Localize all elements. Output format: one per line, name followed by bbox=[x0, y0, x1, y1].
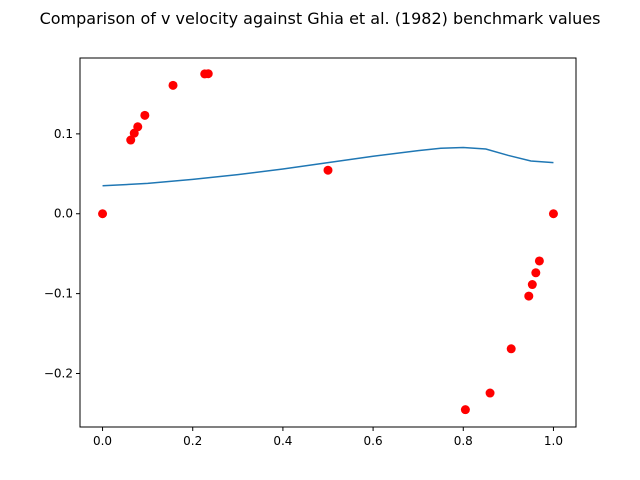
x-tick-label: 0.4 bbox=[273, 434, 292, 448]
y-axis: −0.2 −0.1 0.0 0.1 bbox=[44, 127, 80, 380]
scatter-point bbox=[548, 209, 558, 219]
x-tick-label: 0.6 bbox=[364, 434, 383, 448]
scatter-point bbox=[527, 280, 537, 290]
scatter-point bbox=[534, 256, 544, 266]
scatter-point bbox=[531, 268, 541, 278]
x-tick-label: 0.0 bbox=[93, 434, 112, 448]
y-tick-label: 0.1 bbox=[54, 127, 73, 141]
scatter-point bbox=[126, 135, 136, 145]
scatter-point bbox=[460, 405, 470, 415]
x-tick-label: 0.8 bbox=[454, 434, 473, 448]
scatter-point bbox=[168, 80, 178, 90]
scatter-point bbox=[485, 388, 495, 398]
scatter-point bbox=[323, 165, 333, 175]
y-tick-label: −0.2 bbox=[44, 366, 73, 380]
scatter-point bbox=[524, 291, 534, 301]
scatter-point bbox=[98, 209, 108, 219]
y-tick-label: −0.1 bbox=[44, 287, 73, 301]
series-line-0 bbox=[102, 146, 554, 187]
x-axis: 0.0 0.2 0.4 0.6 0.8 1.0 bbox=[93, 427, 563, 448]
plot-area bbox=[98, 69, 558, 415]
scatter-point bbox=[140, 110, 150, 120]
plot-frame bbox=[79, 57, 577, 428]
x-tick-label: 0.2 bbox=[183, 434, 202, 448]
scatter-point bbox=[506, 344, 516, 354]
scatter-point bbox=[133, 122, 143, 132]
x-tick-label: 1.0 bbox=[544, 434, 563, 448]
scatter-point bbox=[203, 69, 213, 79]
chart-title: Comparison of v velocity against Ghia et… bbox=[40, 9, 601, 28]
y-tick-label: 0.0 bbox=[54, 207, 73, 221]
